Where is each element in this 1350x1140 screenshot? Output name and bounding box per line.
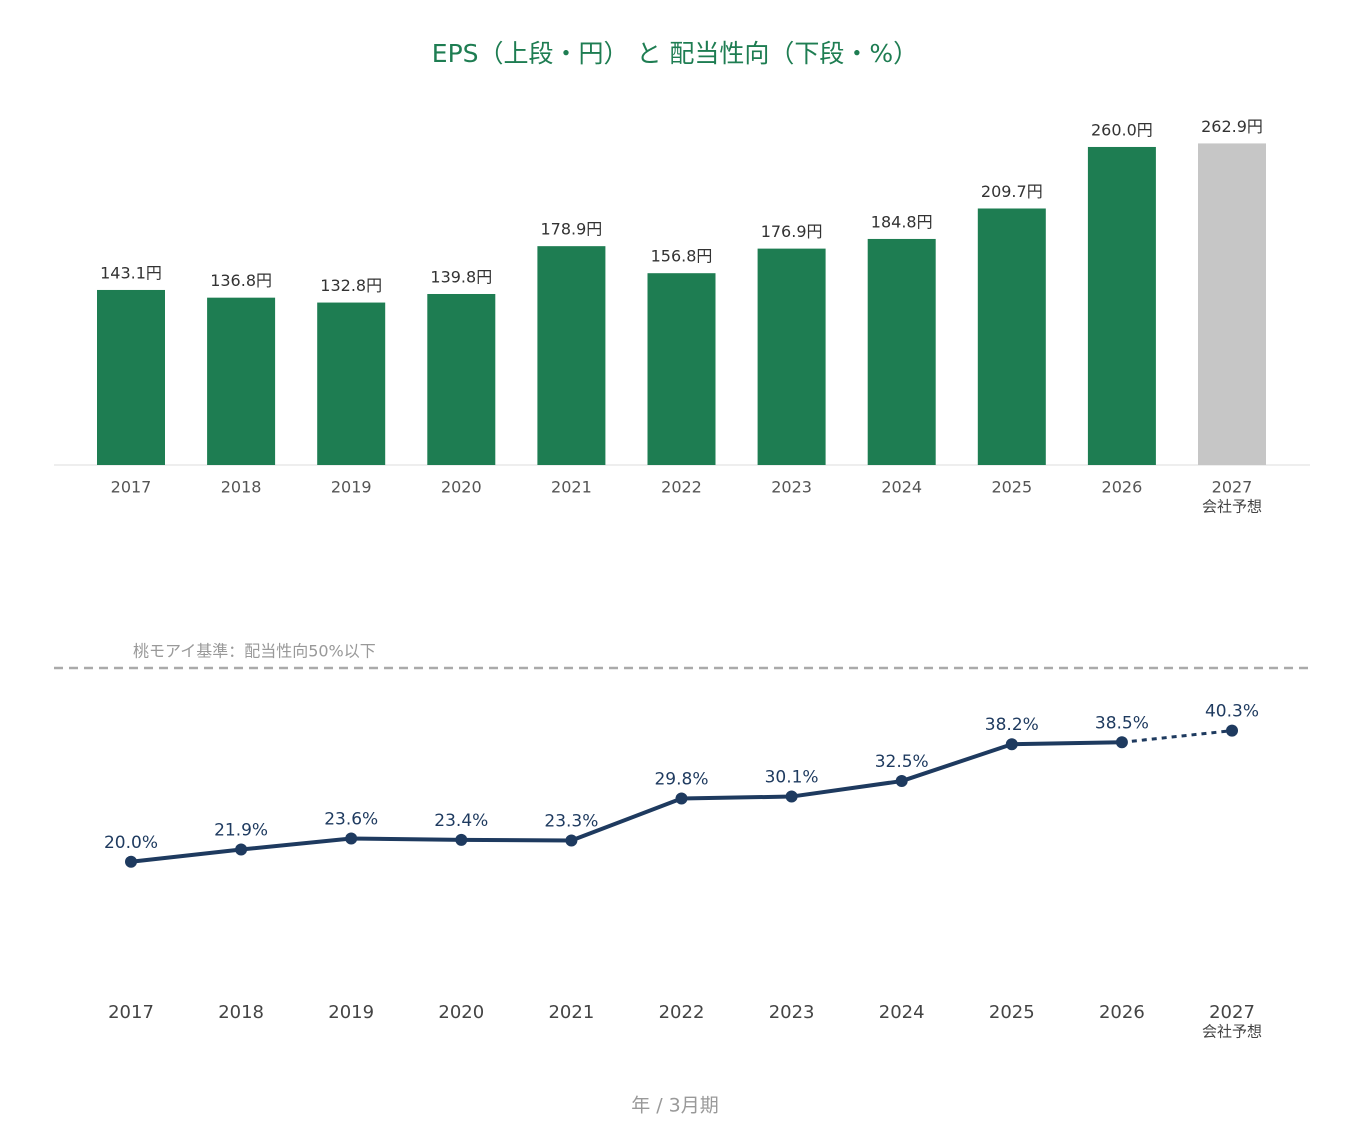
bar <box>867 238 936 465</box>
point <box>235 843 248 856</box>
x-tick-label: 2025 <box>989 1002 1035 1023</box>
point <box>1005 738 1018 751</box>
x-tick-note: 会社予想 <box>1202 1023 1262 1041</box>
x-tick-label: 2020 <box>438 1002 484 1023</box>
x-tick-label: 2022 <box>659 1002 705 1023</box>
value-label: 260.0円 <box>1091 120 1153 139</box>
x-tick-label: 2026 <box>1102 478 1143 497</box>
value-label: 156.8円 <box>651 247 713 266</box>
bar <box>207 297 276 465</box>
value-label: 132.8円 <box>320 276 382 295</box>
value-label: 38.2% <box>985 715 1039 735</box>
value-label: 21.9% <box>214 821 268 841</box>
point <box>785 790 798 803</box>
x-tick-label: 2019 <box>328 1002 374 1023</box>
bar <box>537 246 606 465</box>
value-label: 139.8円 <box>430 267 492 286</box>
x-tick-label: 2027 <box>1209 1002 1255 1023</box>
x-tick-label: 2021 <box>548 1002 594 1023</box>
bar <box>977 208 1046 466</box>
bar <box>647 273 716 465</box>
x-tick-label: 2024 <box>881 478 922 497</box>
value-label: 40.3% <box>1205 702 1259 722</box>
x-tick-label: 2025 <box>991 478 1032 497</box>
value-label: 23.4% <box>434 811 488 831</box>
x-tick-label: 2018 <box>218 1002 264 1023</box>
point <box>565 834 578 847</box>
line <box>130 740 1122 864</box>
x-tick-label: 2018 <box>221 478 262 497</box>
x-tick-label: 2023 <box>769 1002 815 1023</box>
value-label: 178.9円 <box>540 220 602 239</box>
bar <box>97 289 165 465</box>
bar <box>1087 146 1156 465</box>
value-label: 38.5% <box>1095 713 1149 733</box>
value-label: 23.3% <box>544 811 598 831</box>
point <box>345 832 358 845</box>
point <box>895 775 908 788</box>
x-tick-label: 2020 <box>441 478 482 497</box>
x-tick-label: 2026 <box>1099 1002 1145 1023</box>
reference-label: 桃モアイ基準：配当性向50%以下 <box>133 642 376 661</box>
x-tick-label: 2027 <box>1212 478 1253 497</box>
x-tick-label: 2024 <box>879 1002 925 1023</box>
x-tick-label: 2019 <box>331 478 372 497</box>
bar <box>1198 143 1266 465</box>
value-label: 184.8円 <box>871 212 933 231</box>
x-tick-label: 2023 <box>771 478 812 497</box>
forecast-line <box>1121 729 1233 744</box>
bar <box>317 302 386 465</box>
x-tick-label: 2021 <box>551 478 592 497</box>
chart-title: EPS（上段・円） と 配当性向（下段・%） <box>432 39 918 68</box>
value-label: 262.9円 <box>1201 117 1263 136</box>
x-axis-label: 年 / 3月期 <box>631 1095 719 1117</box>
x-tick-label: 2017 <box>108 1002 154 1023</box>
point <box>675 792 688 805</box>
value-label: 32.5% <box>875 752 929 772</box>
x-tick-label: 2022 <box>661 478 702 497</box>
point <box>1115 736 1128 749</box>
point <box>125 855 137 868</box>
value-label: 136.8円 <box>210 271 272 290</box>
value-label: 209.7円 <box>981 182 1043 201</box>
point <box>455 833 468 846</box>
x-tick-label: 2017 <box>111 478 152 497</box>
value-label: 176.9円 <box>761 222 823 241</box>
value-label: 20.0% <box>104 833 158 853</box>
bar <box>427 293 496 465</box>
value-label: 29.8% <box>654 769 708 789</box>
point <box>1226 724 1238 737</box>
bar <box>757 248 826 465</box>
value-label: 23.6% <box>324 810 378 830</box>
x-tick-note: 会社予想 <box>1202 498 1262 516</box>
value-label: 30.1% <box>765 768 819 788</box>
value-label: 143.1円 <box>100 263 162 282</box>
